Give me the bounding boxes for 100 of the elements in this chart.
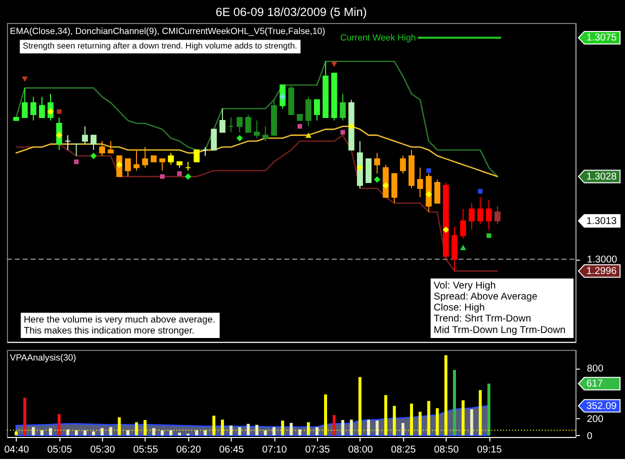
bar	[92, 431, 96, 436]
point	[56, 132, 62, 138]
candlestick	[236, 116, 243, 133]
bar	[255, 424, 258, 436]
bar	[160, 430, 164, 436]
y-tick-label: 1.3075	[586, 32, 618, 44]
point	[374, 176, 380, 183]
bar	[109, 427, 112, 436]
point	[331, 62, 338, 67]
point	[478, 188, 483, 194]
candlestick	[391, 173, 398, 204]
bar	[298, 429, 302, 436]
point	[382, 182, 389, 189]
ref-line-label: Current Week High	[340, 32, 416, 43]
y-tick-label: 1.3013	[586, 216, 618, 227]
point	[56, 109, 62, 114]
y-tick-label: 1.2996	[586, 266, 618, 278]
x-tick-label: 05:55	[133, 444, 158, 456]
bar	[169, 430, 172, 436]
bar	[40, 430, 44, 436]
candlestick	[228, 116, 234, 133]
candlestick	[366, 158, 372, 183]
x-tick-label: 04:40	[4, 444, 30, 456]
x-tick-label: 08:50	[434, 444, 460, 456]
point	[236, 134, 243, 142]
bar	[316, 427, 318, 436]
candlestick	[99, 140, 106, 156]
candlestick	[194, 149, 200, 162]
point	[184, 173, 192, 180]
candlestick	[22, 87, 28, 118]
point	[90, 152, 97, 160]
x-tick-label: 06:20	[176, 444, 202, 456]
candlestick	[477, 196, 484, 224]
candlestick	[219, 108, 226, 133]
bar	[238, 427, 242, 436]
bar	[100, 428, 104, 436]
candlestick	[494, 206, 500, 224]
x-tick-label: 05:05	[47, 444, 73, 456]
candlestick	[168, 152, 174, 166]
point	[22, 76, 28, 82]
candlestick	[124, 158, 131, 178]
point	[426, 191, 432, 198]
y-tick-label: 0	[586, 430, 593, 442]
candlestick	[468, 202, 475, 230]
bar	[23, 398, 26, 436]
bar	[246, 424, 250, 436]
candlestick	[64, 134, 71, 150]
point	[160, 174, 165, 179]
x-tick-label: 08:00	[348, 444, 374, 456]
candlestick	[38, 96, 45, 118]
bar	[376, 420, 379, 436]
y-tick-label: 1.3000	[586, 254, 618, 266]
candlestick	[434, 179, 440, 204]
bar	[332, 415, 336, 436]
candlestick	[486, 200, 492, 230]
bar	[74, 430, 78, 436]
point	[116, 162, 123, 168]
candlestick	[262, 126, 268, 142]
bar	[83, 430, 86, 436]
bar	[341, 420, 344, 436]
bar	[126, 430, 130, 436]
bar	[49, 428, 52, 436]
annotation: Strength seen returning after a down trend. High volume adds to strength.	[22, 40, 298, 51]
bar	[264, 430, 267, 436]
x-tick-label: 09:15	[476, 444, 502, 456]
x-tick-label: 06:45	[219, 444, 244, 456]
candlestick	[374, 152, 380, 174]
chart-subtitle: EMA(Close,34), DonchianChannel(9), CMICurrentWeekOHL_V5(True,False,10)	[10, 26, 326, 36]
point	[340, 130, 346, 135]
x-tick-label: 07:35	[305, 444, 330, 456]
annotation: Vol: Very High Spread: Above Average Close: High Trend: Shrt Trm-Down Mid Trm-Down Lng Trm-Down	[434, 280, 566, 336]
point	[74, 159, 79, 164]
candlestick	[417, 167, 424, 198]
candlestick	[314, 99, 320, 121]
candlestick	[82, 126, 88, 145]
candlestick	[159, 158, 166, 172]
y-tick-label: 617	[586, 378, 603, 390]
bar	[58, 414, 61, 436]
candlestick	[73, 144, 80, 156]
candlestick	[134, 149, 140, 172]
candlestick	[400, 155, 406, 174]
point	[442, 226, 450, 233]
candlestick	[108, 140, 114, 154]
y-tick-label: 1.3028	[586, 172, 618, 183]
bar	[290, 422, 293, 436]
bar	[367, 420, 370, 436]
candlestick	[305, 96, 312, 127]
candlestick	[452, 226, 458, 272]
point	[47, 108, 54, 115]
line-series	[16, 60, 498, 178]
bar	[178, 432, 181, 436]
y-tick-label: 200	[586, 414, 604, 426]
bar	[152, 428, 156, 436]
candlestick	[210, 128, 217, 150]
bar	[350, 420, 353, 436]
point	[460, 244, 466, 250]
bar	[487, 384, 490, 436]
bar	[230, 426, 233, 436]
bar	[453, 370, 456, 436]
point	[279, 94, 286, 100]
